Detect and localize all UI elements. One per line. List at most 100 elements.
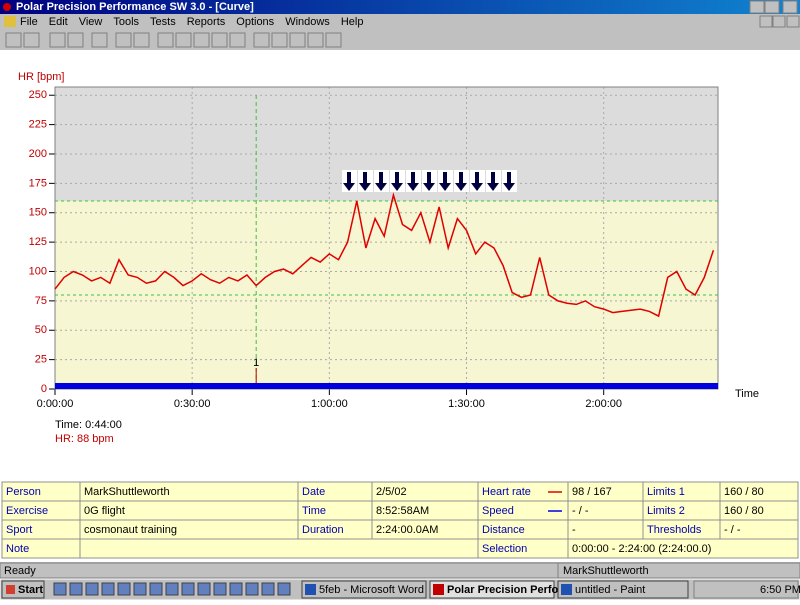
tool-button[interactable] [211, 32, 228, 48]
arrow [439, 172, 451, 191]
y-tick-label: 50 [35, 324, 47, 336]
table-value: - [572, 524, 576, 536]
menu-item[interactable]: Tests [150, 16, 176, 28]
table-label: Duration [302, 524, 344, 536]
table-cell [79, 538, 479, 559]
tool-button[interactable] [325, 32, 342, 48]
quick-icon[interactable] [277, 582, 291, 596]
tool-button[interactable] [133, 32, 150, 48]
table-label: Selection [482, 543, 527, 555]
task-button[interactable] [557, 580, 689, 599]
tool-button[interactable] [23, 32, 40, 48]
quick-icon[interactable] [149, 582, 163, 596]
arrow [391, 172, 403, 191]
table-value: 160 / 80 [724, 486, 764, 498]
tool-button[interactable] [193, 32, 210, 48]
menu-item[interactable]: Reports [187, 16, 226, 28]
quick-launch[interactable] [53, 582, 291, 596]
table-label: Time [302, 505, 326, 517]
x-tick-label: 0:00:00 [37, 398, 74, 410]
x-tick-label: 0:30:00 [174, 398, 211, 410]
quick-icon[interactable] [133, 582, 147, 596]
arrow [503, 172, 515, 191]
annotation: HR: 88 bpm [55, 433, 114, 445]
x-tick-label: 1:30:00 [448, 398, 485, 410]
task-button[interactable] [429, 580, 555, 599]
arrow [359, 172, 371, 191]
table-value: cosmonaut training [84, 524, 177, 536]
status-text: MarkShuttleworth [563, 565, 649, 577]
tool-button[interactable] [91, 32, 108, 48]
tool-button[interactable] [175, 32, 192, 48]
window-buttons[interactable] [749, 0, 800, 28]
quick-icon[interactable] [181, 582, 195, 596]
quick-icon[interactable] [261, 582, 275, 596]
table-value: - / - [724, 524, 741, 536]
menu-item[interactable]: Options [236, 16, 274, 28]
quick-icon[interactable] [117, 582, 131, 596]
info-table: Person MarkShuttleworth Date 2/5/02 Heart ra… [1, 481, 799, 559]
table-value: 8:52:58AM [376, 505, 429, 517]
y-tick-label: 100 [29, 265, 47, 277]
menu-item[interactable]: Tools [113, 16, 139, 28]
y-tick-label: 250 [29, 89, 47, 101]
menu-item[interactable]: Help [341, 16, 364, 28]
quick-icon[interactable] [229, 582, 243, 596]
start-label: Start [18, 584, 43, 596]
table-label: Date [302, 486, 325, 498]
tool-button[interactable] [67, 32, 84, 48]
table-value: MarkShuttleworth [84, 486, 170, 498]
quick-icon[interactable] [85, 582, 99, 596]
table-cell [567, 519, 644, 540]
menu-item[interactable]: View [79, 16, 103, 28]
task-icon [433, 584, 444, 595]
clock: 6:50 PM [760, 584, 800, 596]
arrow [455, 172, 467, 191]
tool-button[interactable] [289, 32, 306, 48]
menu-item[interactable]: Windows [285, 16, 330, 28]
table-label: Heart rate [482, 486, 531, 498]
x-tick-label: 1:00:00 [311, 398, 348, 410]
quick-icon[interactable] [213, 582, 227, 596]
tool-button[interactable] [229, 32, 246, 48]
task-icon [561, 584, 572, 595]
menu-item[interactable]: Edit [49, 16, 68, 28]
table-value: 0G flight [84, 505, 125, 517]
tool-button[interactable] [115, 32, 132, 48]
tool-button[interactable] [307, 32, 324, 48]
window-title: Polar Precision Performance SW 3.0 - [Cu… [16, 1, 254, 13]
quick-icon[interactable] [245, 582, 259, 596]
arrow [407, 172, 419, 191]
quick-icon[interactable] [165, 582, 179, 596]
tool-button[interactable] [271, 32, 288, 48]
table-label: Limits 2 [647, 505, 685, 517]
y-tick-label: 200 [29, 148, 47, 160]
table-value: - / - [572, 505, 589, 517]
task-label: 5feb - Microsoft Word [319, 584, 424, 596]
tool-button[interactable] [157, 32, 174, 48]
table-label: Exercise [6, 505, 48, 517]
arrow [375, 172, 387, 191]
table-value: 160 / 80 [724, 505, 764, 517]
y-axis-title: HR [bpm] [18, 71, 64, 83]
table-label: Limits 1 [647, 486, 685, 498]
task-button[interactable] [301, 580, 427, 599]
tool-button[interactable] [49, 32, 66, 48]
task-buttons: 5feb - Microsoft Word Polar Precision Per… [301, 580, 689, 599]
arrow [487, 172, 499, 191]
annotation: Time: 0:44:00 [55, 419, 122, 431]
tool-button[interactable] [253, 32, 270, 48]
quick-icon[interactable] [197, 582, 211, 596]
table-label: Speed [482, 505, 514, 517]
menu-item[interactable]: File [20, 16, 38, 28]
quick-icon[interactable] [53, 582, 67, 596]
toolbar[interactable] [5, 32, 342, 48]
table-label: Note [6, 543, 29, 555]
quick-icon[interactable] [101, 582, 115, 596]
tool-button[interactable] [5, 32, 22, 48]
table-value: 2:24:00.0AM [376, 524, 438, 536]
table-value: 98 / 167 [572, 486, 612, 498]
y-tick-label: 0 [41, 383, 47, 395]
quick-icon[interactable] [69, 582, 83, 596]
